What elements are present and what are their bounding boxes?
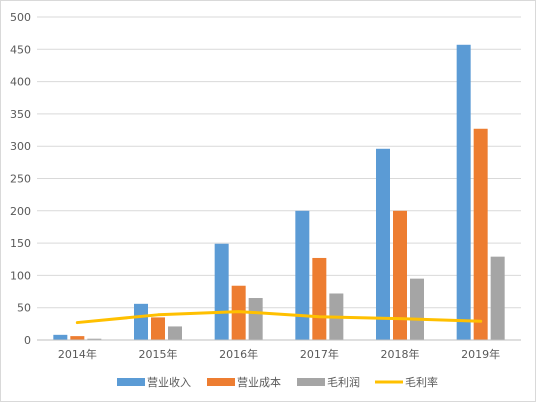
y-tick-label: 150 — [10, 237, 31, 250]
bar-2-2 — [151, 317, 165, 340]
x-tick-label: 2019年 — [461, 347, 500, 361]
y-tick-label: 50 — [17, 302, 31, 315]
x-tick-label: 2016年 — [219, 347, 258, 361]
y-tick-label: 250 — [10, 173, 31, 186]
bar-1-4 — [295, 210, 310, 340]
legend-swatch-3 — [297, 378, 325, 386]
x-tick-label: 2018年 — [381, 347, 420, 361]
bar-3-3 — [248, 298, 263, 340]
legend-label-2: 营业成本 — [237, 375, 281, 389]
y-tick-label: 100 — [10, 269, 31, 282]
x-tick-label: 2017年 — [300, 347, 339, 361]
legend-label-1: 营业收入 — [147, 375, 191, 389]
bar-2-5 — [393, 210, 407, 340]
legend-label-4: 毛利率 — [405, 375, 438, 389]
bar-2-1 — [70, 336, 85, 340]
bars-group — [53, 44, 505, 340]
y-tick-label: 200 — [10, 205, 31, 218]
bar-3-2 — [168, 326, 182, 340]
legend-swatch-1 — [117, 378, 145, 386]
y-tick-label: 350 — [10, 108, 31, 121]
y-tick-label: 450 — [10, 43, 31, 56]
bar-3-6 — [490, 256, 505, 340]
grid-lines — [37, 16, 521, 341]
bar-2-4 — [312, 257, 327, 340]
bar-3-5 — [410, 278, 424, 340]
bar-1-6 — [456, 44, 471, 340]
x-tick-label: 2015年 — [139, 347, 178, 361]
x-tick-label: 2014年 — [58, 347, 97, 361]
y-tick-label: 300 — [10, 140, 31, 153]
line-group — [75, 310, 483, 325]
bar-1-3 — [214, 243, 229, 340]
bar-1-2 — [134, 303, 148, 340]
y-axis: 0 50 100 150 200 250 300 350 400 450 500 — [10, 11, 31, 347]
y-tick-label: 500 — [10, 11, 31, 24]
legend: 营业收入 营业成本 毛利润 毛利率 — [117, 375, 438, 389]
y-tick-label: 0 — [24, 334, 31, 347]
bar-1-1 — [53, 334, 68, 340]
y-tick-label: 400 — [10, 76, 31, 89]
bar-2-6 — [473, 128, 488, 340]
bar-1-5 — [376, 148, 390, 340]
bar-3-1 — [87, 338, 102, 340]
x-axis: 2014年 2015年 2016年 2017年 2018年 2019年 — [37, 339, 521, 361]
line-series-1 — [75, 310, 483, 325]
legend-swatch-2 — [207, 378, 235, 386]
legend-label-3: 毛利润 — [327, 375, 360, 389]
